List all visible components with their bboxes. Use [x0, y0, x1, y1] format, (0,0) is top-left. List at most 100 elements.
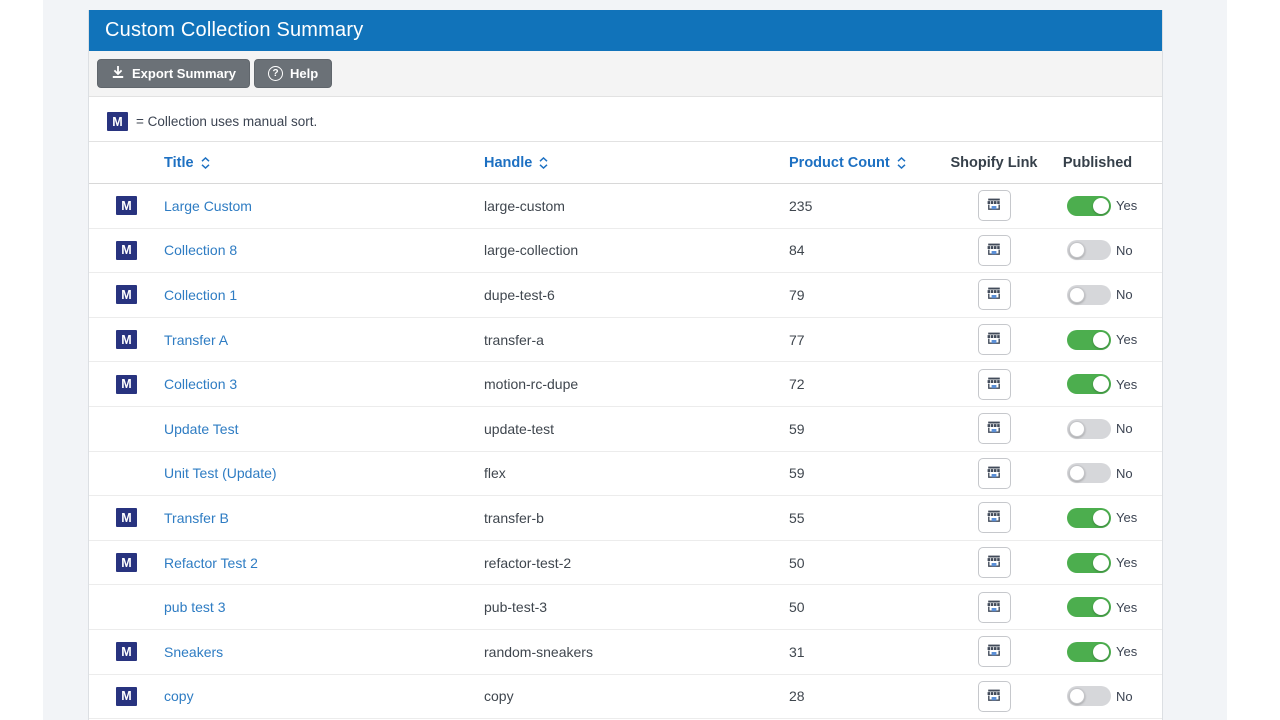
handle-cell: refactor-test-2 — [484, 554, 572, 571]
badge-cell: M — [105, 240, 164, 260]
published-toggle[interactable] — [1067, 195, 1111, 216]
shopify-link-button[interactable] — [977, 368, 1011, 400]
summary-card: Custom Collection Summary Export Summary… — [88, 10, 1163, 720]
published-toggle[interactable] — [1067, 552, 1111, 573]
title-cell: copy — [164, 688, 484, 704]
table-row: M Collection 3 motion-rc-dupe 72 — [89, 362, 1162, 407]
shopify-link-button[interactable] — [977, 413, 1011, 445]
toolbar: Export Summary ? Help — [89, 51, 1162, 97]
export-summary-button[interactable]: Export Summary — [97, 59, 251, 88]
table-row: M copy copy 28 — [89, 675, 1162, 720]
shopify-link-button[interactable] — [977, 279, 1011, 311]
column-header-handle[interactable]: Handle — [484, 155, 789, 171]
collection-title-link[interactable]: Collection 1 — [164, 286, 238, 303]
published-toggle[interactable] — [1067, 686, 1111, 707]
shopify-link-button[interactable] — [977, 190, 1011, 222]
published-label: Yes — [1116, 510, 1138, 526]
shopify-link-button[interactable] — [977, 324, 1011, 356]
handle-cell: transfer-a — [484, 331, 544, 348]
table-row: M Sneakers random-sneakers 31 — [89, 630, 1162, 675]
published-toggle[interactable] — [1067, 374, 1111, 395]
shopify-link-button[interactable] — [977, 591, 1011, 623]
manual-sort-badge-icon: M — [107, 112, 128, 131]
shopify-link-button[interactable] — [977, 234, 1011, 266]
collection-title-link[interactable]: Refactor Test 2 — [164, 554, 258, 571]
published-toggle[interactable] — [1067, 597, 1111, 618]
collection-title-link[interactable]: Sneakers — [164, 643, 224, 660]
title-cell: Transfer B — [164, 510, 484, 526]
sort-icon — [201, 156, 210, 169]
published-cell: Yes — [1049, 195, 1146, 216]
title-cell: Unit Test (Update) — [164, 465, 484, 481]
published-toggle[interactable] — [1067, 641, 1111, 662]
shopify-link-button[interactable] — [977, 680, 1011, 712]
published-toggle[interactable] — [1067, 507, 1111, 528]
title-cell: Transfer A — [164, 332, 484, 348]
published-label: Yes — [1116, 376, 1138, 392]
handle-cell: dupe-test-6 — [484, 286, 555, 303]
collection-title-link[interactable]: Collection 3 — [164, 376, 238, 393]
table-row: M Unit Test (Update) flex 59 — [89, 452, 1162, 497]
shopify-link-button[interactable] — [977, 457, 1011, 489]
product-count-cell: 50 — [789, 599, 805, 616]
manual-sort-badge: M — [116, 196, 137, 216]
toggle-knob — [1093, 331, 1109, 348]
table-row: M Transfer A transfer-a 77 — [89, 318, 1162, 363]
shopify-link-button[interactable] — [977, 636, 1011, 668]
published-toggle[interactable] — [1067, 240, 1111, 261]
table-row: M Update Test update-test 59 — [89, 407, 1162, 452]
published-cell: No — [1049, 240, 1146, 261]
export-summary-label: Export Summary — [132, 66, 237, 81]
badge-cell: M — [105, 330, 164, 350]
column-header-shopify-link: Shopify Link — [950, 154, 1038, 171]
product-count-cell: 77 — [789, 331, 805, 348]
published-cell: No — [1049, 463, 1146, 484]
collection-title-link[interactable]: Transfer A — [164, 331, 229, 348]
column-header-product-count-label: Product Count — [789, 154, 890, 171]
collection-title-link[interactable]: Update Test — [164, 420, 239, 437]
title-cell: Collection 3 — [164, 376, 484, 392]
shopify-link-button[interactable] — [977, 502, 1011, 534]
published-label: Yes — [1116, 555, 1138, 571]
collection-title-link[interactable]: copy — [164, 688, 194, 705]
published-cell: Yes — [1049, 329, 1146, 350]
collection-title-link[interactable]: Transfer B — [164, 509, 229, 526]
shopify-link-cell — [939, 547, 1049, 579]
storefront-icon — [986, 687, 1002, 706]
sort-icon — [897, 156, 906, 169]
app-background: Custom Collection Summary Export Summary… — [43, 0, 1227, 720]
shopify-link-button[interactable] — [977, 547, 1011, 579]
collection-title-link[interactable]: pub test 3 — [164, 599, 226, 616]
toggle-knob — [1093, 599, 1109, 616]
published-label: No — [1116, 688, 1133, 704]
handle-cell: motion-rc-dupe — [484, 376, 579, 393]
page-title: Custom Collection Summary — [105, 19, 364, 41]
published-label: No — [1116, 287, 1133, 303]
collections-table: Title Handle — [89, 141, 1162, 720]
product-count-cell: 79 — [789, 286, 805, 303]
published-toggle[interactable] — [1067, 418, 1111, 439]
column-header-product-count[interactable]: Product Count — [789, 155, 939, 171]
manual-sort-badge: M — [116, 686, 137, 706]
manual-sort-badge: M — [116, 374, 137, 394]
shopify-link-cell — [939, 502, 1049, 534]
badge-cell: M — [105, 464, 164, 483]
storefront-icon — [986, 330, 1002, 349]
handle-cell: update-test — [484, 420, 555, 437]
handle-cell: large-custom — [484, 197, 565, 214]
published-toggle[interactable] — [1067, 463, 1111, 484]
toggle-knob — [1093, 509, 1109, 526]
column-header-title[interactable]: Title — [164, 155, 484, 171]
published-toggle[interactable] — [1067, 329, 1111, 350]
storefront-icon — [986, 419, 1002, 438]
collection-title-link[interactable]: Unit Test (Update) — [164, 465, 277, 482]
toggle-knob — [1093, 554, 1109, 571]
help-button[interactable]: ? Help — [254, 59, 333, 88]
collection-title-link[interactable]: Large Custom — [164, 197, 252, 214]
published-cell: No — [1049, 284, 1146, 305]
title-cell: Sneakers — [164, 644, 484, 660]
published-toggle[interactable] — [1067, 284, 1111, 305]
collection-title-link[interactable]: Collection 8 — [164, 242, 238, 259]
badge-cell: M — [105, 196, 164, 216]
toggle-knob — [1069, 688, 1085, 705]
